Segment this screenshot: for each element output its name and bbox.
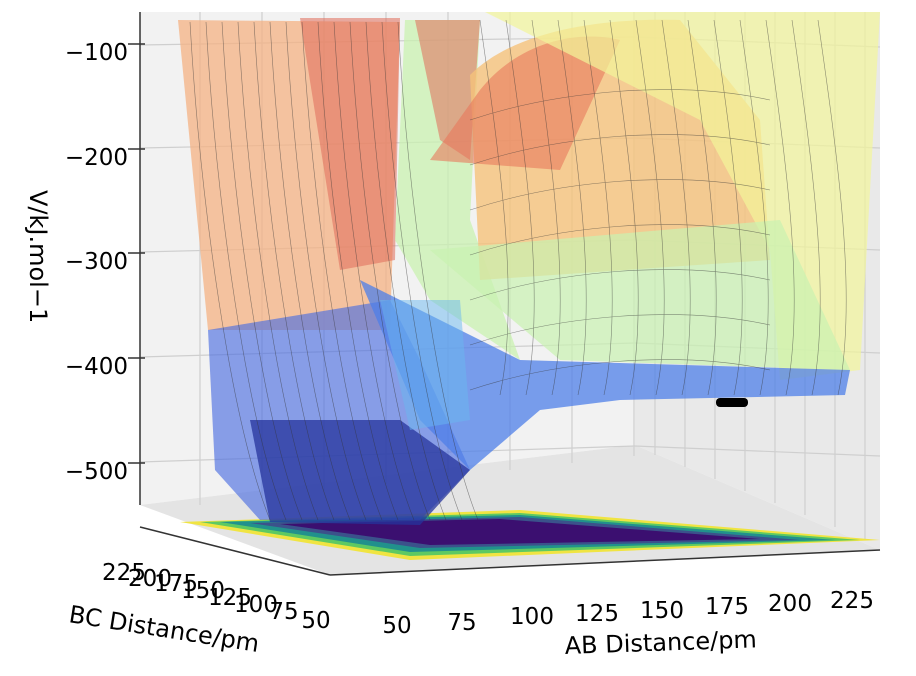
- mesh-line-cross: [469, 314, 771, 346]
- z-tick-label: −100: [65, 40, 128, 66]
- mesh-line-right: [713, 19, 743, 396]
- mesh-line-right: [739, 19, 769, 396]
- mesh-line-left: [189, 21, 271, 521]
- surface-mid-band-green: [430, 220, 850, 370]
- mesh-line-left: [397, 21, 479, 521]
- surface-central-hill-red: [430, 36, 620, 171]
- mesh-line-left: [365, 21, 447, 521]
- mesh-line-cross: [469, 269, 771, 301]
- mesh-line-cross: [469, 134, 771, 166]
- z-tick-label: −300: [65, 249, 128, 275]
- y-tick-label: 100: [234, 592, 278, 618]
- x-tick-label: 50: [382, 613, 411, 639]
- y-tick-label: 225: [102, 560, 146, 586]
- y-tick-label: 50: [301, 608, 330, 634]
- z-tick-label: −500: [65, 459, 128, 485]
- mesh-line-left: [253, 21, 335, 521]
- mesh-line-right: [687, 19, 717, 396]
- mesh-line-left: [349, 21, 431, 521]
- mesh-line-right: [583, 19, 613, 396]
- mesh-line-left: [333, 21, 415, 521]
- mesh-line-cross: [469, 224, 771, 256]
- mesh-line-left: [205, 21, 287, 521]
- z-axis-label: V/kJ.mol−1: [24, 190, 52, 323]
- mesh-line-right: [661, 19, 691, 396]
- x-tick-label: 175: [705, 594, 749, 620]
- mesh-line-left: [221, 21, 303, 521]
- mesh-line-right: [791, 19, 821, 396]
- z-tick-label: −400: [65, 354, 128, 380]
- mesh-line-right: [531, 19, 561, 396]
- x-tick-label: 75: [447, 610, 476, 636]
- mesh-line-left: [301, 21, 383, 521]
- surface-mesh: [189, 19, 847, 521]
- x-axis-label: AB Distance/pm: [564, 625, 757, 660]
- mesh-line-right: [765, 19, 795, 396]
- y-tick-label: 75: [269, 599, 298, 625]
- y-axis-line: [139, 526, 331, 576]
- z-axis-ticks: −100 −200 −300 −400 −500: [65, 40, 145, 485]
- mesh-line-cross: [469, 359, 771, 391]
- mesh-line-right: [479, 19, 509, 396]
- mesh-line-right: [609, 19, 639, 396]
- mesh-line-left: [237, 21, 319, 521]
- x-axis-line: [329, 549, 881, 576]
- z-tick-label: −200: [65, 145, 128, 171]
- trajectory-marker: [716, 398, 748, 407]
- mesh-line-cross: [469, 89, 771, 121]
- y-tick-label: 200: [128, 566, 172, 592]
- z-gridline-right: [634, 445, 881, 457]
- y-tick-label: 150: [181, 578, 225, 604]
- mesh-line-cross: [469, 179, 771, 211]
- x-tick-label: 125: [575, 601, 619, 627]
- mesh-line-right: [557, 19, 587, 396]
- x-tick-label: 100: [510, 604, 554, 630]
- x-tick-label: 225: [830, 588, 874, 614]
- surface-valley-band-blue: [360, 280, 850, 470]
- y-tick-label: 125: [208, 585, 252, 611]
- y-tick-label: 175: [154, 571, 198, 597]
- x-tick-label: 150: [640, 598, 684, 624]
- trajectory: [716, 398, 748, 407]
- mesh-line-right: [817, 19, 847, 396]
- mesh-line-left: [317, 21, 399, 521]
- contour-band-purple: [280, 519, 760, 545]
- surface-cyan-patch: [380, 300, 470, 430]
- surface: [178, 12, 880, 525]
- mesh-line-left: [269, 21, 351, 521]
- x-tick-label: 200: [768, 591, 812, 617]
- surface-red-ridge-left: [300, 18, 400, 270]
- mesh-line-left: [381, 21, 463, 521]
- mesh-line-left: [285, 21, 367, 521]
- x-axis-ticks: 50 75 100 125 150 175 200 225: [382, 588, 874, 639]
- surface-well-bottom: [250, 420, 470, 525]
- mesh-line-right: [505, 19, 535, 396]
